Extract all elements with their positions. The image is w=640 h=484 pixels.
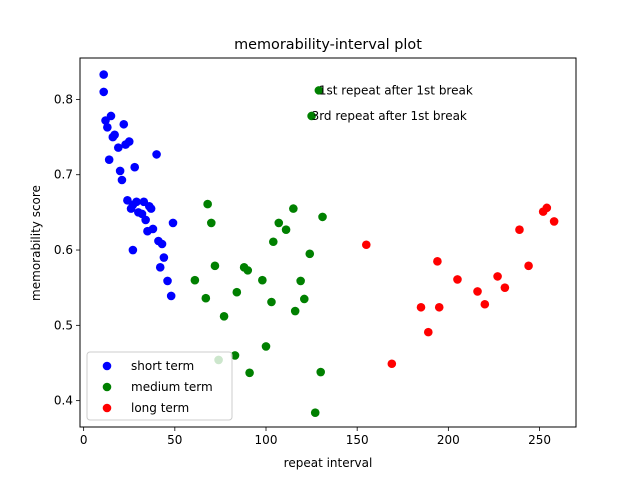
data-point (473, 287, 482, 296)
data-point (290, 306, 300, 316)
data-point (515, 225, 524, 234)
data-point (310, 408, 320, 417)
data-point (542, 203, 552, 213)
annotation-label: 1st repeat after 1st break (319, 83, 473, 97)
data-point (268, 237, 278, 247)
x-tick-label: 100 (255, 433, 278, 447)
x-tick-label: 50 (167, 433, 182, 447)
data-point (124, 137, 134, 146)
data-point (433, 257, 442, 266)
data-point (274, 218, 284, 228)
legend-marker (102, 382, 112, 392)
data-point (524, 261, 533, 271)
data-point (289, 204, 298, 213)
data-point (117, 175, 127, 185)
plot-frame (79, 57, 577, 428)
data-point (168, 218, 178, 228)
data-point (267, 297, 276, 307)
data-point (314, 86, 324, 95)
data-point (157, 239, 167, 249)
data-point (258, 275, 267, 285)
y-axis-ticks: 0.4 0.5 0.6 0.7 0.8 (54, 92, 80, 408)
data-point (126, 204, 136, 213)
legend-marker (102, 361, 112, 371)
data-point (106, 111, 116, 121)
data-point (316, 367, 326, 377)
data-point (206, 218, 216, 228)
x-tick-label: 250 (528, 433, 551, 447)
data-point (128, 245, 138, 255)
annotations-layer: 1st repeat after 1st break 3rd repeat aft… (312, 83, 473, 123)
data-point (245, 368, 254, 378)
data-point (115, 166, 125, 176)
y-tick-label: 0.7 (54, 168, 73, 182)
data-point (130, 162, 140, 172)
x-axis-ticks: 0 50 100 150 200 250 (80, 427, 551, 447)
data-point (230, 351, 240, 360)
data-point (243, 266, 253, 275)
data-point (166, 291, 176, 301)
data-point (549, 217, 559, 226)
data-point (155, 263, 165, 272)
data-point (152, 150, 161, 159)
data-point (99, 87, 109, 97)
y-tick-label: 0.6 (54, 243, 73, 257)
y-tick-label: 0.4 (54, 394, 73, 408)
x-tick-label: 0 (80, 433, 88, 447)
points-layer (99, 70, 559, 417)
legend: short term medium term long term (86, 351, 233, 421)
legend-marker (102, 403, 112, 413)
data-point (261, 342, 271, 351)
legend-label: long term (131, 401, 189, 415)
data-point (146, 204, 156, 213)
data-point (104, 155, 114, 164)
data-point (103, 122, 112, 132)
data-point (305, 249, 315, 259)
chart-title: memorability-interval plot (234, 37, 422, 53)
data-point (307, 111, 316, 121)
data-point (493, 272, 502, 281)
data-point (453, 275, 462, 284)
legend-label: medium term (131, 380, 213, 394)
annotation-label: 3rd repeat after 1st break (312, 109, 467, 123)
data-point (219, 312, 229, 321)
data-point (113, 143, 123, 152)
data-point (190, 275, 200, 285)
data-point (203, 199, 212, 209)
data-point (480, 299, 490, 309)
data-point (141, 215, 150, 225)
data-point (110, 130, 119, 140)
data-point (163, 276, 172, 286)
y-axis-label: memorability score (29, 185, 43, 301)
data-point (201, 293, 211, 303)
x-tick-label: 200 (437, 433, 460, 447)
data-point (210, 261, 220, 271)
legend-box (86, 351, 233, 421)
data-point (159, 253, 169, 262)
data-point (500, 283, 510, 292)
x-axis-label: repeat interval (284, 456, 373, 470)
data-point (299, 294, 309, 304)
data-point (387, 359, 397, 369)
data-point (232, 287, 242, 297)
data-point (296, 276, 305, 286)
legend-label: short term (131, 359, 194, 373)
x-tick-label: 150 (346, 433, 369, 447)
data-point (99, 70, 109, 79)
data-point (318, 212, 327, 222)
data-point (416, 302, 426, 312)
data-point (281, 225, 291, 234)
data-point (434, 302, 444, 312)
data-point (148, 224, 158, 234)
data-point (119, 119, 129, 129)
data-point (423, 327, 433, 337)
y-tick-label: 0.5 (54, 318, 73, 332)
data-point (132, 197, 141, 207)
y-tick-label: 0.8 (54, 92, 73, 106)
data-point (361, 240, 371, 250)
